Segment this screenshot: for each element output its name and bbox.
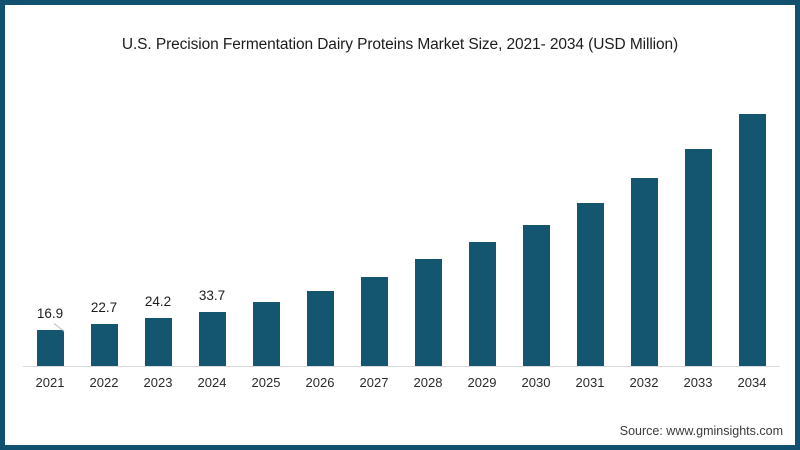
x-axis-tick-label-2021: 2021 (35, 375, 65, 390)
x-axis-tick-label-2022: 2022 (89, 375, 119, 390)
bar-2025 (252, 302, 280, 366)
x-axis-tick-label-2034: 2034 (737, 375, 767, 390)
source-attribution: Source: www.gminsights.com (619, 424, 783, 438)
x-axis-tick-label-2029: 2029 (467, 375, 497, 390)
bar-2022 (90, 324, 118, 366)
x-axis-tick-label-2027: 2027 (359, 375, 389, 390)
bar-2034 (738, 114, 766, 366)
x-axis-tick-label-2025: 2025 (251, 375, 281, 390)
value-label-2022: 22.7 (90, 300, 118, 315)
x-axis-tick-label-2028: 2028 (413, 375, 443, 390)
value-label-2024: 33.7 (198, 288, 226, 303)
x-axis-tick-label-2030: 2030 (521, 375, 551, 390)
bar-2027 (360, 277, 388, 366)
x-axis-tick-label-2031: 2031 (575, 375, 605, 390)
x-axis-tick-label-2033: 2033 (683, 375, 713, 390)
bar-2021 (36, 330, 64, 366)
bar-2033 (684, 149, 712, 366)
x-axis-tick-label-2023: 2023 (143, 375, 173, 390)
bar-2026 (306, 291, 334, 366)
bar-2023 (144, 318, 172, 366)
x-axis-tick-label-2032: 2032 (629, 375, 659, 390)
bar-2032 (630, 178, 658, 366)
bar-2030 (522, 225, 550, 366)
x-axis-tick-label-2024: 2024 (197, 375, 227, 390)
value-label-2021: 16.9 (36, 306, 64, 321)
bar-2024 (198, 312, 226, 366)
chart-title: U.S. Precision Fermentation Dairy Protei… (121, 36, 679, 53)
bar-2031 (576, 203, 604, 366)
bar-2029 (468, 242, 496, 366)
x-axis-line (23, 366, 780, 367)
value-label-2023: 24.2 (144, 294, 172, 309)
bar-2028 (414, 259, 442, 366)
x-axis-tick-label-2026: 2026 (305, 375, 335, 390)
